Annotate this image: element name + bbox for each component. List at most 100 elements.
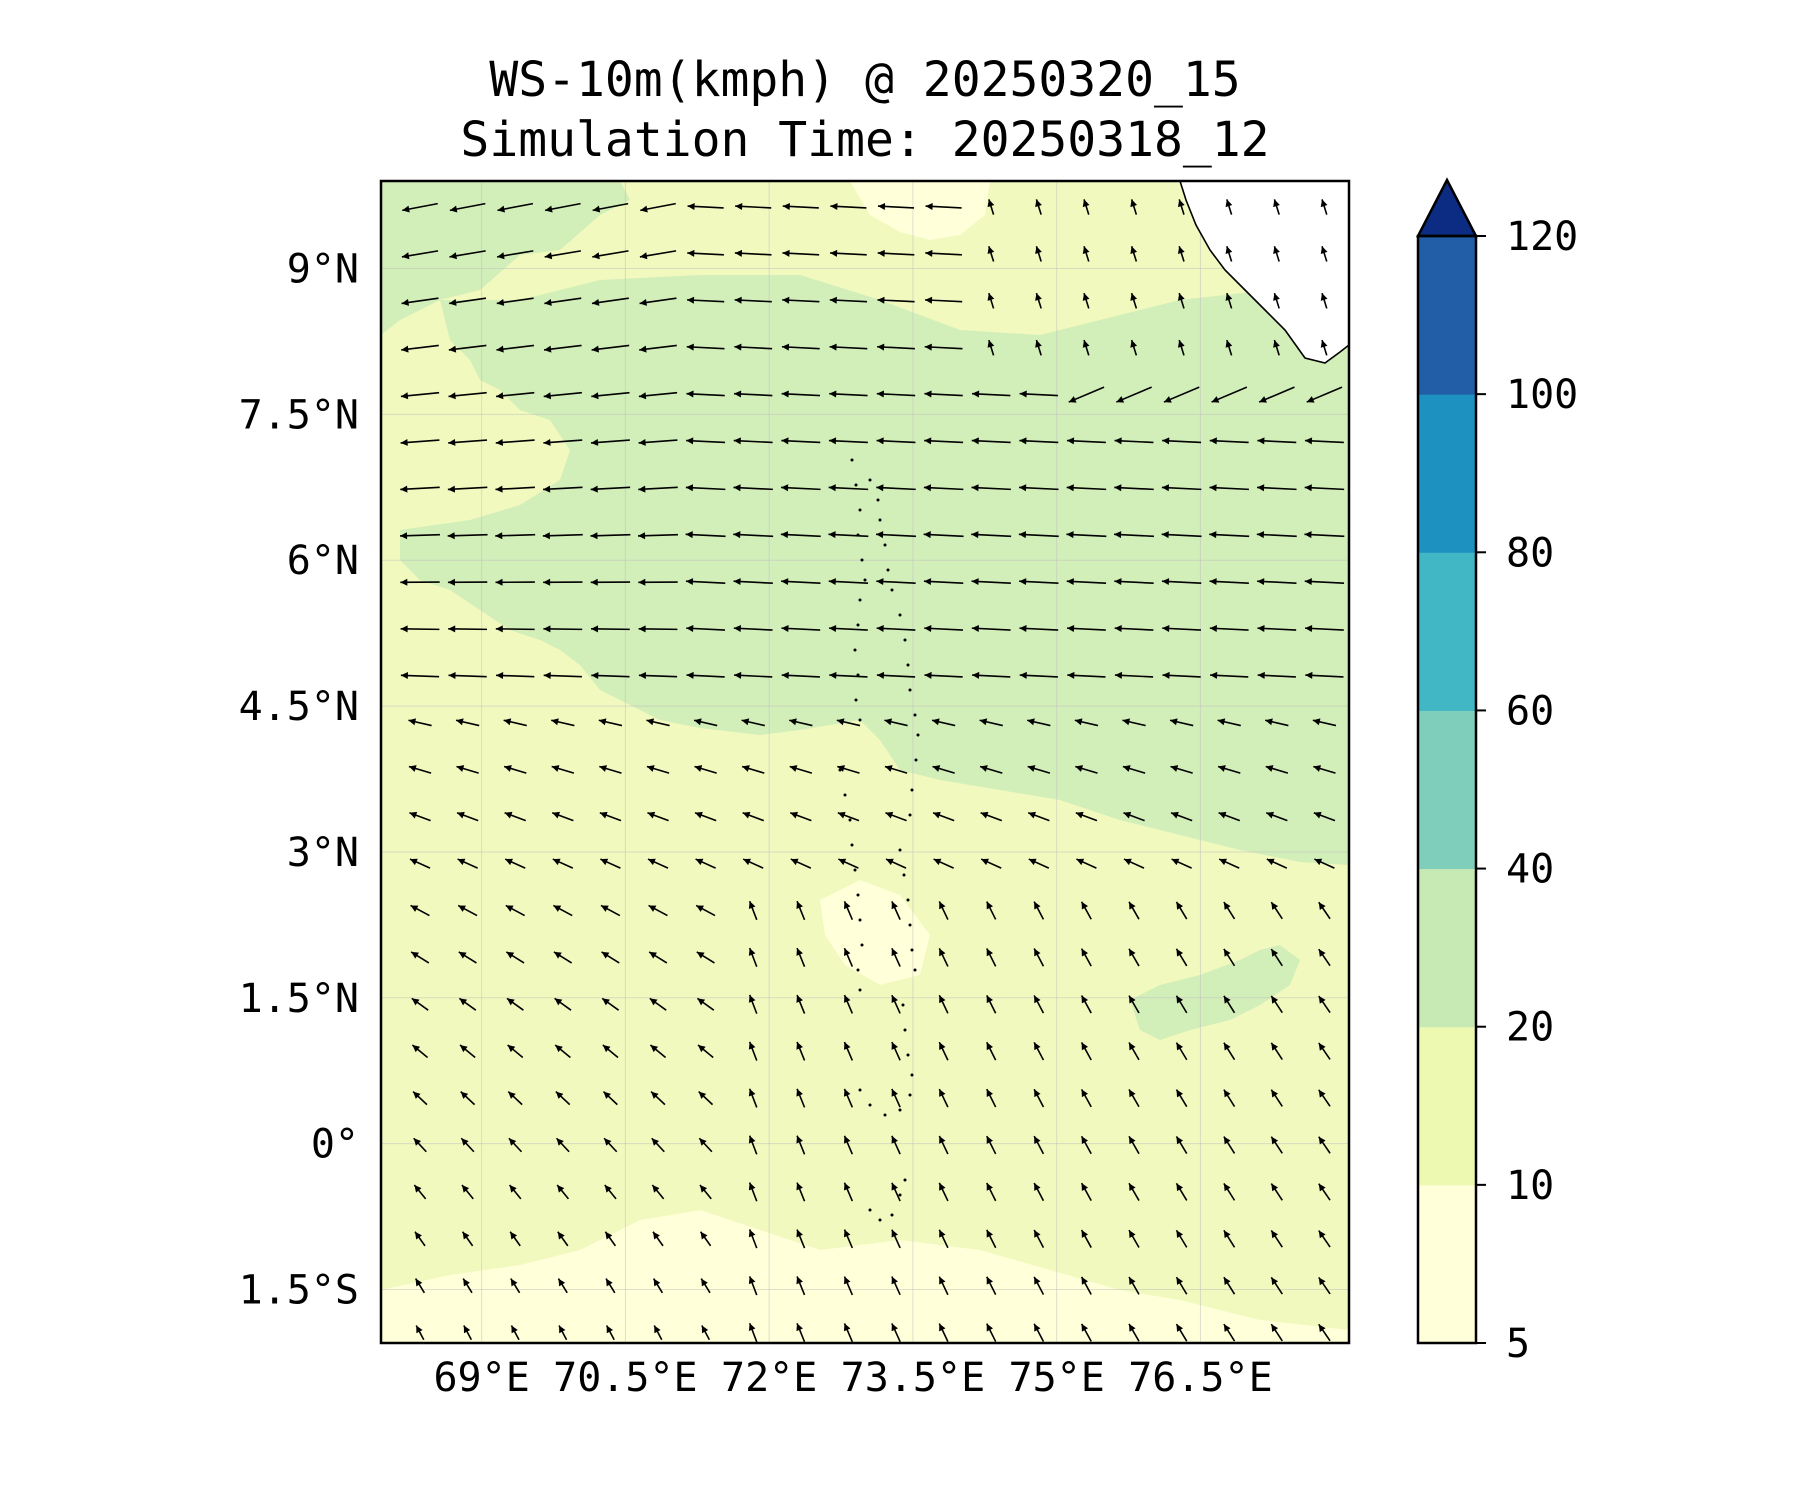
atoll-dot (914, 758, 918, 762)
wind-arrow (1352, 578, 1391, 585)
wind-arrow (408, 718, 432, 727)
atoll-dot (903, 638, 907, 642)
wind-arrow (457, 904, 478, 917)
wind-arrow (1223, 901, 1236, 920)
atoll-dot (856, 623, 860, 627)
wind-arrow (449, 250, 486, 260)
atoll-dot (886, 568, 890, 572)
wind-arrow (551, 811, 574, 822)
wind-arrow (410, 904, 430, 917)
wind-arrow (1223, 1136, 1236, 1154)
atoll-dot (883, 543, 887, 547)
wind-arrow (796, 1229, 806, 1249)
wind-arrow (876, 578, 916, 586)
wind-arrow (877, 343, 915, 351)
wind-arrow (1313, 811, 1336, 822)
wind-arrow (1270, 1183, 1283, 1201)
wind-arrow (638, 578, 678, 586)
wind-arrow (543, 344, 582, 353)
map-frame (379, 179, 1351, 1345)
wind-arrow (1162, 624, 1202, 632)
map-gridlines (381, 181, 1349, 1343)
wind-arrow (414, 1231, 426, 1247)
colorbar-segment (1418, 552, 1476, 711)
wind-arrow (1273, 246, 1280, 262)
wind-arrow (554, 1044, 571, 1059)
wind-arrow (1033, 1276, 1045, 1295)
wind-arrow (590, 485, 631, 493)
wind-arrow (504, 858, 526, 869)
wind-arrow (885, 811, 907, 822)
wind-arrow (1362, 859, 1382, 868)
wind-arrow (1304, 531, 1345, 539)
wind-arrow (924, 343, 963, 351)
wind-arrow (733, 578, 773, 586)
wind-arrow (1318, 1276, 1331, 1295)
wind-arrow (449, 202, 486, 213)
wind-arrow (796, 1276, 806, 1296)
wind-arrow (1019, 671, 1058, 679)
wind-arrow (876, 437, 916, 445)
wind-arrow (733, 437, 773, 445)
y-tick-label: 0° (311, 1122, 359, 1168)
wind-arrow (495, 625, 535, 633)
wind-arrow (796, 900, 806, 921)
wind-arrow (508, 1137, 523, 1153)
wind-arrow (1130, 199, 1138, 215)
wind-arrow (1304, 437, 1344, 445)
wind-arrow (830, 249, 867, 257)
wind-arrow (686, 624, 726, 632)
wind-arrow (1257, 671, 1296, 679)
wind-arrow (1266, 858, 1288, 869)
wind-arrow (605, 1278, 616, 1294)
wind-arrow (1265, 718, 1289, 727)
wind-arrow (924, 437, 964, 445)
wind-arrow (694, 765, 717, 774)
atoll-dot (902, 873, 906, 877)
wind-arrow (1128, 948, 1140, 967)
wind-arrow (592, 250, 629, 260)
wind-arrow (876, 484, 916, 492)
atoll-dot (863, 578, 867, 582)
wind-arrow (687, 249, 724, 257)
wind-arrow (1075, 811, 1098, 822)
wind-arrow (1169, 718, 1194, 727)
atoll-dot (858, 508, 862, 512)
wind-arrow (1313, 765, 1336, 774)
atoll-dot (913, 968, 917, 972)
india-coastline (1179, 181, 1349, 364)
wind-arrow (938, 1135, 949, 1155)
wind-arrow (1035, 199, 1042, 215)
wind-arrow (1312, 718, 1337, 727)
wind-arrow (1265, 811, 1288, 822)
wind-arrow (555, 1137, 570, 1153)
wind-arrow (1318, 948, 1331, 967)
wind-arrow (409, 858, 431, 869)
wind-arrow (938, 1088, 949, 1108)
wind-arrow (1270, 901, 1283, 920)
wind-arrow (1114, 578, 1154, 586)
wind-arrow (1223, 995, 1236, 1014)
wind-arrow (1114, 484, 1154, 492)
wind-arrow (741, 718, 765, 727)
wind-arrow (448, 672, 487, 680)
wind-arrow (877, 249, 915, 257)
wind-arrow (1076, 858, 1097, 869)
wind-arrow (781, 390, 821, 398)
wind-arrow (938, 1276, 949, 1296)
wind-arrow (884, 765, 908, 774)
wind-arrow (1353, 437, 1392, 444)
wind-arrow (1270, 995, 1283, 1014)
atoll-dot (898, 1108, 902, 1112)
wind-arrow (646, 718, 670, 727)
wind-arrow (828, 624, 868, 632)
wind-arrow (986, 1323, 997, 1342)
wind-arrow (1128, 1042, 1140, 1061)
wind-arrow (591, 344, 630, 353)
wind-arrow (604, 1231, 617, 1247)
colorbar-segment (1418, 868, 1476, 1028)
atoll-dot (908, 688, 912, 692)
wind-arrow (938, 1229, 949, 1249)
wind-arrow (495, 438, 535, 446)
wind-arrow (1170, 765, 1193, 774)
